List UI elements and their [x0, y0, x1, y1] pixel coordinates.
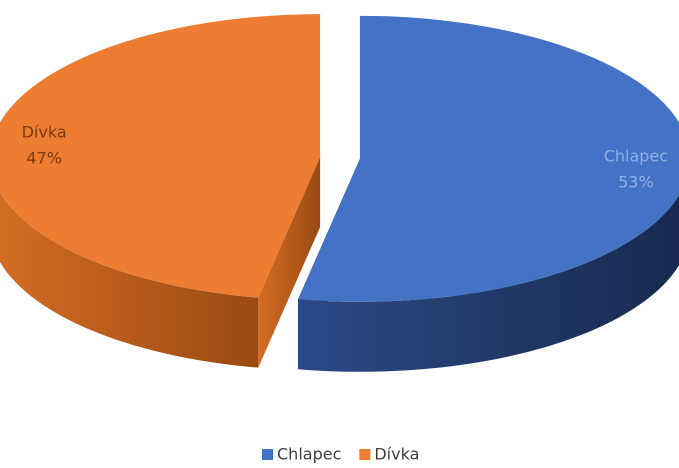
- legend-swatch: [262, 449, 273, 460]
- slice-top: [0, 14, 321, 298]
- data-label-name: Dívka: [22, 122, 67, 141]
- slice-top: [298, 15, 679, 302]
- data-label-value: 53%: [618, 173, 654, 192]
- legend-label: Dívka: [374, 445, 419, 464]
- pie-slice: [298, 15, 679, 372]
- slice-cut-face: [258, 157, 321, 368]
- data-label-name: Chlapec: [604, 147, 668, 166]
- pie-slice: [0, 14, 321, 368]
- slice-side: [0, 191, 259, 368]
- slice-side: [298, 195, 679, 372]
- data-label-value: 47%: [26, 148, 62, 167]
- legend-label: Chlapec: [277, 445, 341, 464]
- legend-swatch: [359, 449, 371, 460]
